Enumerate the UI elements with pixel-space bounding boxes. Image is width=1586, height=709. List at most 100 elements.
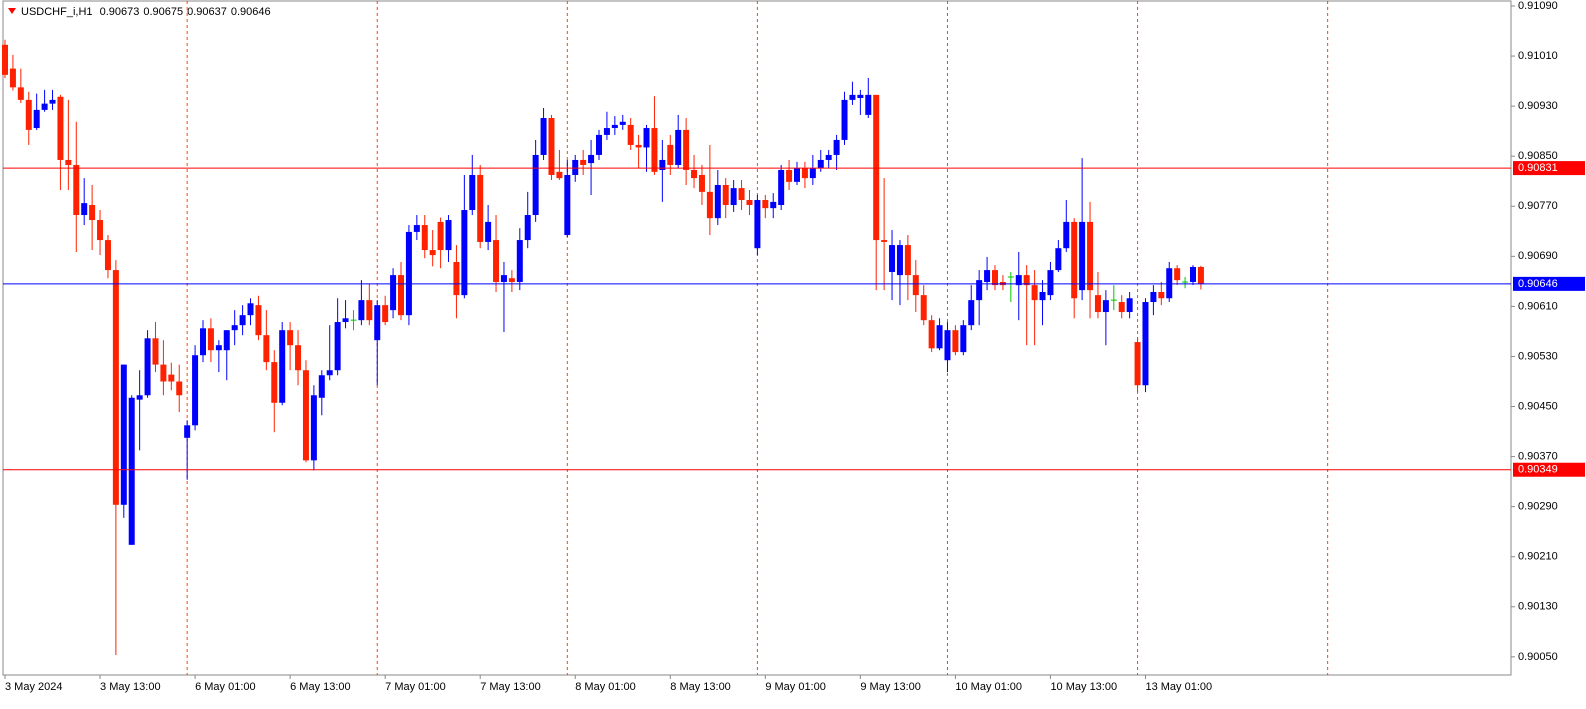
candle-body	[1190, 266, 1196, 282]
candle-body	[849, 94, 856, 100]
y-tick-label: 0.91010	[1518, 50, 1558, 62]
x-tick-label: 13 May 01:00	[1145, 681, 1212, 693]
candle-body	[746, 200, 753, 206]
x-tick-label: 3 May 13:00	[100, 681, 161, 693]
candle-body	[263, 335, 270, 363]
candle-body	[255, 305, 262, 336]
x-tick-label: 7 May 13:00	[480, 681, 541, 693]
candle-body	[857, 94, 864, 99]
candle-body	[889, 245, 896, 272]
candle-body	[112, 270, 119, 505]
candle-body	[398, 275, 404, 316]
candle-body	[865, 94, 872, 115]
candle-body	[992, 270, 998, 286]
candle-body	[97, 220, 104, 241]
candle-body	[287, 330, 294, 346]
candle-body	[714, 184, 721, 219]
candle-body	[1079, 221, 1086, 291]
candle-body	[532, 154, 539, 216]
candle-body	[1158, 292, 1165, 299]
chart-header: USDCHF_i,H1 0.90673 0.90675 0.90637 0.90646	[8, 6, 275, 18]
header-close: 0.90646	[230, 6, 271, 18]
candle-body	[310, 395, 317, 461]
candle-body	[1118, 302, 1125, 313]
candle-body	[1031, 285, 1038, 301]
candle-body	[437, 221, 444, 251]
candle-body	[603, 128, 610, 135]
price-label: 0.90349	[1518, 464, 1558, 476]
y-tick-label: 0.90770	[1518, 200, 1558, 212]
y-tick-label: 0.90290	[1518, 501, 1558, 513]
menu-arrow[interactable]	[8, 8, 16, 14]
candle-body	[698, 174, 705, 192]
candle-body	[295, 345, 302, 371]
candle-body	[271, 362, 278, 403]
header-low: 0.90637	[187, 6, 227, 18]
candle-body	[1166, 268, 1173, 299]
candle-body	[928, 320, 935, 349]
candle-body	[2, 44, 8, 75]
candle-body	[722, 184, 729, 206]
candle-body	[588, 154, 595, 164]
candle-body	[627, 124, 634, 145]
x-tick-label: 10 May 01:00	[955, 681, 1022, 693]
x-tick-label: 6 May 01:00	[195, 681, 256, 693]
candle-body	[643, 128, 650, 148]
y-tick-label: 0.90450	[1518, 400, 1558, 412]
candle-body	[89, 205, 96, 221]
candle-body	[667, 144, 674, 165]
candle-body	[302, 370, 309, 461]
candle-body	[136, 395, 143, 400]
candle-body	[619, 121, 626, 125]
y-tick-label: 0.90530	[1518, 350, 1558, 362]
y-tick-label: 0.90210	[1518, 551, 1558, 563]
candle-body	[516, 240, 523, 282]
candle-body	[374, 305, 381, 341]
price-label: 0.90831	[1518, 162, 1558, 174]
candle-body	[9, 68, 16, 88]
candle-body	[841, 99, 848, 140]
candle-body	[540, 118, 547, 155]
candle-body	[635, 144, 642, 148]
candle-body	[754, 200, 761, 249]
candle-body	[556, 171, 563, 179]
candle-body	[1023, 275, 1030, 286]
candle-body	[580, 159, 587, 165]
candle-body	[49, 99, 56, 104]
candle-body	[176, 381, 183, 396]
candle-body	[936, 325, 943, 349]
candle-body	[160, 364, 167, 382]
candle-body	[572, 159, 579, 175]
candle-body	[762, 200, 769, 209]
candle-body	[239, 315, 246, 326]
header-high: 0.90675	[143, 6, 184, 18]
candle-body	[508, 278, 515, 282]
candle-body	[144, 338, 151, 396]
candle-body	[358, 300, 365, 321]
x-tick-label: 10 May 13:00	[1050, 681, 1117, 693]
candle-body	[1150, 292, 1157, 303]
x-tick-label: 3 May 2024	[5, 681, 62, 693]
candle-body	[1142, 302, 1149, 386]
candle-body	[413, 225, 420, 232]
candle-body	[651, 128, 658, 172]
candle-body	[896, 245, 903, 276]
candle-body	[786, 169, 793, 182]
candle-body	[683, 129, 690, 170]
price-box	[1513, 161, 1585, 176]
candle-body	[104, 240, 111, 271]
candle-body	[706, 191, 713, 219]
candle-body	[1126, 298, 1133, 313]
candle-body	[342, 318, 349, 323]
y-tick-label: 0.90050	[1518, 651, 1558, 663]
candle-body	[1102, 300, 1109, 313]
candle-body	[223, 330, 230, 351]
candle-body	[817, 159, 824, 169]
candle-body	[17, 87, 24, 100]
candle-body	[659, 159, 666, 170]
candle-body	[825, 154, 832, 160]
candle-body	[881, 240, 888, 242]
candle-body	[200, 328, 206, 356]
candle-body	[809, 168, 816, 179]
